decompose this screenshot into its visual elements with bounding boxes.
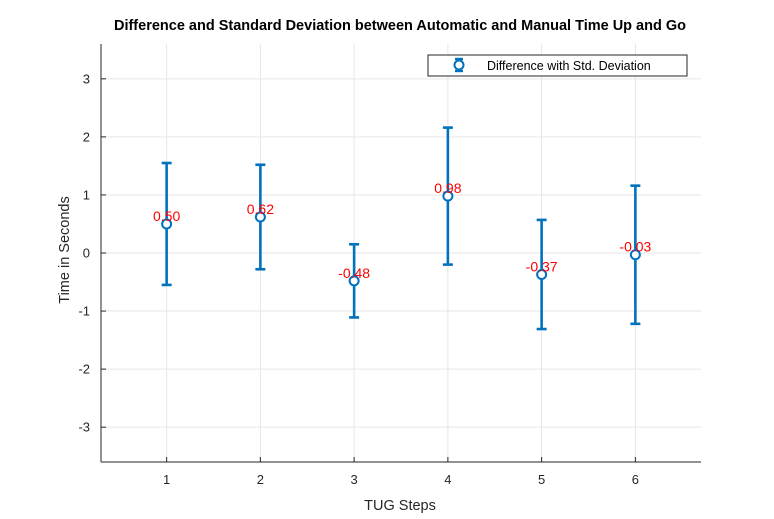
chart-title: Difference and Standard Deviation betwee… — [114, 18, 686, 34]
data-label: -0.37 — [526, 258, 558, 274]
data-point-marker — [161, 218, 173, 230]
y-tick-label: -3 — [78, 420, 90, 435]
data-label: -0.48 — [338, 265, 370, 281]
data-point-marker — [442, 190, 454, 202]
y-tick-label: -1 — [78, 304, 90, 319]
grid — [101, 44, 701, 462]
data-label: 0.50 — [153, 208, 180, 224]
x-tick-label: 5 — [538, 472, 545, 487]
data-point-marker — [254, 211, 266, 223]
data-label: -0.03 — [619, 239, 651, 255]
x-axis-label: TUG Steps — [364, 498, 436, 514]
y-tick-label: 0 — [83, 246, 90, 261]
legend: Difference with Std. Deviation — [427, 54, 688, 77]
y-tick-label: 1 — [83, 187, 90, 202]
data-point-marker — [536, 268, 548, 280]
x-tick-label: 2 — [257, 472, 264, 487]
data-point-marker — [629, 249, 641, 261]
y-tick-label: -2 — [78, 362, 90, 377]
x-tick-label: 6 — [632, 472, 639, 487]
x-tick-label: 1 — [163, 472, 170, 487]
ticks: 1 2 3 4 5 6 -3 -2 -1 0 1 2 3 — [78, 71, 639, 487]
data-label: 0.62 — [247, 201, 274, 217]
y-tick-label: 2 — [83, 129, 90, 144]
y-axis-label: Time in Seconds — [57, 196, 73, 303]
legend-entry-label: Difference with Std. Deviation — [487, 59, 651, 73]
legend-box — [427, 54, 688, 77]
plot-area: 1 2 3 4 5 6 -3 -2 -1 0 1 2 3 0.50 0.62 -0.48 0.98 -0.37 -… — [78, 44, 701, 487]
data-labels: 0.50 0.62 -0.48 0.98 -0.37 -0.03 — [153, 180, 652, 281]
x-tick-label: 3 — [351, 472, 358, 487]
data-point-marker — [348, 275, 360, 287]
legend-marker-icon — [453, 59, 465, 71]
data-label: 0.98 — [434, 180, 461, 196]
data-marks — [161, 126, 641, 331]
y-tick-label: 3 — [83, 71, 90, 86]
x-tick-label: 4 — [444, 472, 451, 487]
